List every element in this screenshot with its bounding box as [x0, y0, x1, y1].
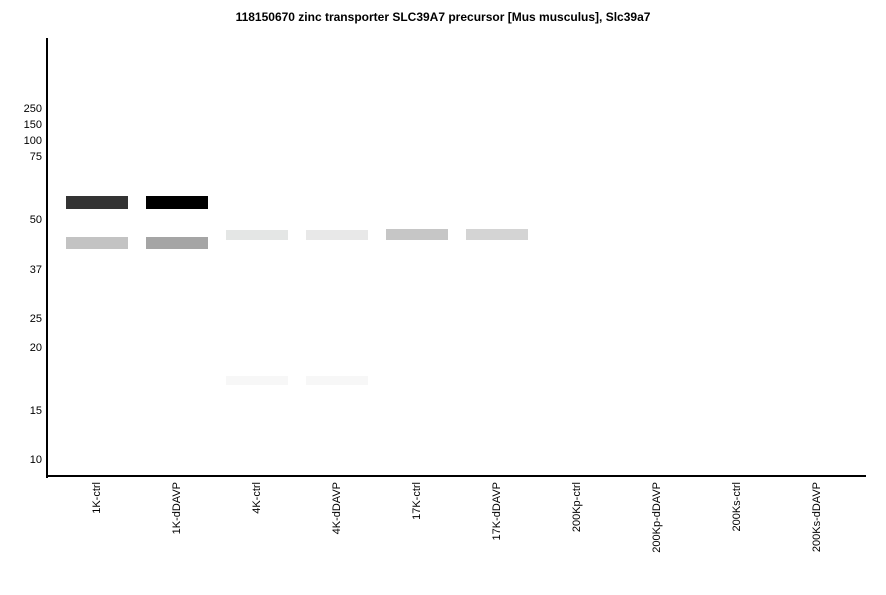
gel-band	[466, 229, 528, 240]
x-tick-label-wrap: 4K-dDAVP	[331, 482, 345, 592]
y-tick-label: 15	[29, 405, 42, 417]
gel-band	[66, 196, 128, 209]
chart-title: 118150670 zinc transporter SLC39A7 precu…	[235, 10, 651, 24]
x-tick-label-wrap: 200Ks-dDAVP	[811, 482, 825, 592]
gel-band	[226, 230, 288, 240]
y-axis-line	[46, 38, 48, 478]
gel-band	[306, 230, 368, 240]
x-tick-label: 1K-dDAVP	[171, 482, 183, 535]
x-axis-line	[46, 475, 866, 477]
x-tick-label-wrap: 200Kp-ctrl	[571, 482, 585, 592]
y-tick-label: 150	[23, 119, 42, 131]
x-tick-label: 17K-dDAVP	[491, 482, 503, 541]
x-tick-label-wrap: 17K-ctrl	[411, 482, 425, 592]
gel-band	[66, 237, 128, 249]
x-tick-label: 200Ks-ctrl	[731, 482, 743, 532]
gel-lane	[466, 0, 528, 595]
y-tick-label: 50	[29, 214, 42, 226]
x-tick-label: 200Kp-dDAVP	[651, 482, 663, 553]
gel-band	[386, 229, 448, 240]
y-tick-label: 37	[29, 264, 42, 276]
x-tick-label-wrap: 4K-ctrl	[251, 482, 265, 592]
gel-lane	[306, 0, 368, 595]
x-tick-label-wrap: 17K-dDAVP	[491, 482, 505, 592]
x-tick-label: 4K-dDAVP	[331, 482, 343, 535]
y-tick-label: 10	[29, 454, 42, 466]
x-tick-label: 200Kp-ctrl	[571, 482, 583, 533]
x-tick-label-wrap: 1K-dDAVP	[171, 482, 185, 592]
y-tick-label: 75	[29, 151, 42, 163]
gel-band	[306, 376, 368, 385]
x-tick-label-wrap: 200Ks-ctrl	[731, 482, 745, 592]
x-tick-label: 1K-ctrl	[91, 482, 103, 514]
gel-lane	[146, 0, 208, 595]
y-tick-label: 20	[29, 342, 42, 354]
y-tick-label: 25	[29, 313, 42, 325]
x-tick-label: 200Ks-dDAVP	[811, 482, 823, 553]
gel-band	[146, 237, 208, 249]
y-tick-label: 100	[23, 135, 42, 147]
gel-band	[226, 376, 288, 385]
x-tick-label-wrap: 1K-ctrl	[91, 482, 105, 592]
y-tick-label: 250	[23, 103, 42, 115]
x-tick-label: 4K-ctrl	[251, 482, 263, 514]
gel-lane	[386, 0, 448, 595]
y-axis-tick-labels: 250 150 100 75 50 37 25 20 15 10	[0, 0, 44, 595]
x-tick-label: 17K-ctrl	[411, 482, 423, 520]
gel-band	[146, 196, 208, 209]
gel-lane	[66, 0, 128, 595]
x-tick-label-wrap: 200Kp-dDAVP	[651, 482, 665, 592]
gel-lane	[226, 0, 288, 595]
